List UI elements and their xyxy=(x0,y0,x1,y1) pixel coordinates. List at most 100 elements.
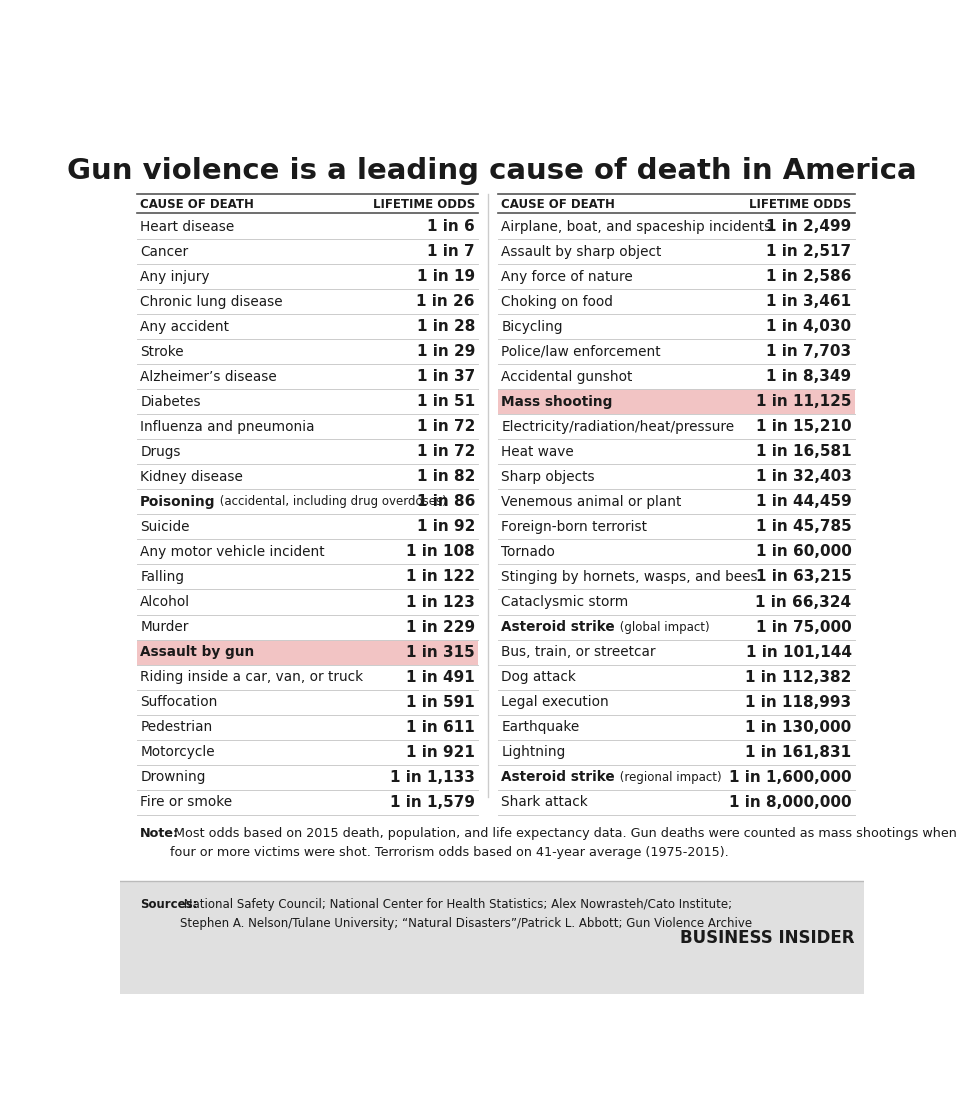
Text: 1 in 7: 1 in 7 xyxy=(427,245,475,259)
Text: 1 in 118,993: 1 in 118,993 xyxy=(746,695,852,709)
Text: 1 in 26: 1 in 26 xyxy=(417,294,475,309)
Text: 1 in 66,324: 1 in 66,324 xyxy=(756,594,852,610)
Bar xyxy=(120,881,864,994)
Bar xyxy=(498,390,854,414)
Text: 1 in 72: 1 in 72 xyxy=(417,419,475,435)
Text: Accidental gunshot: Accidental gunshot xyxy=(501,370,633,384)
Text: 1 in 1,600,000: 1 in 1,600,000 xyxy=(729,770,852,784)
Text: Most odds based on 2015 death, population, and life expectancy data. Gun deaths : Most odds based on 2015 death, populatio… xyxy=(170,827,956,859)
Text: Drowning: Drowning xyxy=(140,771,205,784)
Text: Electricity/radiation/heat/pressure: Electricity/radiation/heat/pressure xyxy=(501,420,734,433)
Text: CAUSE OF DEATH: CAUSE OF DEATH xyxy=(140,198,254,211)
Text: Cancer: Cancer xyxy=(140,245,188,259)
Text: 1 in 8,000,000: 1 in 8,000,000 xyxy=(729,794,852,810)
Text: Foreign-born terrorist: Foreign-born terrorist xyxy=(501,519,647,534)
Text: Asteroid strike: Asteroid strike xyxy=(501,620,615,634)
Text: 1 in 130,000: 1 in 130,000 xyxy=(745,719,852,735)
Text: Falling: Falling xyxy=(140,570,184,584)
Text: 1 in 6: 1 in 6 xyxy=(427,219,475,235)
Text: Bus, train, or streetcar: Bus, train, or streetcar xyxy=(501,645,656,659)
Text: Poisoning: Poisoning xyxy=(140,495,216,509)
Text: Any force of nature: Any force of nature xyxy=(501,269,633,284)
Text: 1 in 2,586: 1 in 2,586 xyxy=(766,269,852,284)
Text: Venemous animal or plant: Venemous animal or plant xyxy=(501,495,682,509)
Text: Alcohol: Alcohol xyxy=(140,595,190,609)
Text: Choking on food: Choking on food xyxy=(501,295,613,308)
Text: (accidental, including drug overdoses): (accidental, including drug overdoses) xyxy=(216,496,447,508)
Text: 1 in 2,499: 1 in 2,499 xyxy=(766,219,852,235)
Text: 1 in 1,579: 1 in 1,579 xyxy=(390,794,475,810)
Text: 1 in 123: 1 in 123 xyxy=(406,594,475,610)
Text: Heart disease: Heart disease xyxy=(140,220,234,233)
Text: 1 in 108: 1 in 108 xyxy=(406,544,475,560)
Text: 1 in 51: 1 in 51 xyxy=(417,394,475,409)
Text: Any injury: Any injury xyxy=(140,269,209,284)
Text: 1 in 229: 1 in 229 xyxy=(406,620,475,634)
Text: Stroke: Stroke xyxy=(140,345,183,359)
Text: 1 in 60,000: 1 in 60,000 xyxy=(756,544,852,560)
Text: Asteroid strike: Asteroid strike xyxy=(501,771,615,784)
Text: Airplane, boat, and spaceship incidents: Airplane, boat, and spaceship incidents xyxy=(501,220,772,233)
Text: 1 in 82: 1 in 82 xyxy=(417,469,475,485)
Text: (global impact): (global impact) xyxy=(615,621,709,633)
Text: 1 in 2,517: 1 in 2,517 xyxy=(766,245,852,259)
Text: Legal execution: Legal execution xyxy=(501,695,609,709)
Text: 1 in 161,831: 1 in 161,831 xyxy=(746,745,852,760)
Text: Suicide: Suicide xyxy=(140,519,190,534)
Text: Pedestrian: Pedestrian xyxy=(140,720,212,734)
Text: 1 in 29: 1 in 29 xyxy=(417,344,475,360)
Text: 1 in 101,144: 1 in 101,144 xyxy=(746,645,852,659)
Text: 1 in 591: 1 in 591 xyxy=(406,695,475,709)
Text: Influenza and pneumonia: Influenza and pneumonia xyxy=(140,420,315,433)
Text: National Safety Council; National Center for Health Statistics; Alex Nowrasteh/C: National Safety Council; National Center… xyxy=(180,898,753,929)
Text: Riding inside a car, van, or truck: Riding inside a car, van, or truck xyxy=(140,670,363,684)
Text: Cataclysmic storm: Cataclysmic storm xyxy=(501,595,629,609)
Text: Fire or smoke: Fire or smoke xyxy=(140,795,232,809)
Text: 1 in 3,461: 1 in 3,461 xyxy=(766,294,852,309)
Text: 1 in 921: 1 in 921 xyxy=(406,745,475,760)
Text: (regional impact): (regional impact) xyxy=(615,771,721,784)
Text: Assault by gun: Assault by gun xyxy=(140,645,254,659)
Text: 1 in 72: 1 in 72 xyxy=(417,445,475,459)
Text: Any motor vehicle incident: Any motor vehicle incident xyxy=(140,545,324,558)
Text: 1 in 28: 1 in 28 xyxy=(417,319,475,334)
Text: 1 in 16,581: 1 in 16,581 xyxy=(756,445,852,459)
Text: LIFETIME ODDS: LIFETIME ODDS xyxy=(750,198,852,211)
Text: Drugs: Drugs xyxy=(140,445,180,459)
Text: 1 in 11,125: 1 in 11,125 xyxy=(756,394,852,409)
Text: Sharp objects: Sharp objects xyxy=(501,470,595,484)
Text: 1 in 1,133: 1 in 1,133 xyxy=(390,770,475,784)
Text: Sources:: Sources: xyxy=(140,898,198,910)
Text: 1 in 75,000: 1 in 75,000 xyxy=(756,620,852,634)
Text: 1 in 37: 1 in 37 xyxy=(417,370,475,384)
Text: Police/law enforcement: Police/law enforcement xyxy=(501,345,660,359)
Text: Chronic lung disease: Chronic lung disease xyxy=(140,295,283,308)
Text: 1 in 315: 1 in 315 xyxy=(406,645,475,659)
Text: 1 in 491: 1 in 491 xyxy=(406,669,475,685)
Text: 1 in 44,459: 1 in 44,459 xyxy=(756,495,852,509)
Text: Suffocation: Suffocation xyxy=(140,695,218,709)
Text: Heat wave: Heat wave xyxy=(501,445,574,459)
Text: Assault by sharp object: Assault by sharp object xyxy=(501,245,661,259)
Text: Alzheimer’s disease: Alzheimer’s disease xyxy=(140,370,276,384)
Text: Diabetes: Diabetes xyxy=(140,394,201,409)
Text: Tornado: Tornado xyxy=(501,545,555,558)
Text: 1 in 86: 1 in 86 xyxy=(417,495,475,509)
Text: Lightning: Lightning xyxy=(501,745,565,760)
Text: BUSINESS INSIDER: BUSINESS INSIDER xyxy=(681,928,854,946)
Text: 1 in 4,030: 1 in 4,030 xyxy=(766,319,852,334)
Text: 1 in 92: 1 in 92 xyxy=(417,519,475,534)
Text: 1 in 122: 1 in 122 xyxy=(406,570,475,584)
Text: 1 in 611: 1 in 611 xyxy=(406,719,475,735)
Text: 1 in 45,785: 1 in 45,785 xyxy=(756,519,852,534)
Text: Earthquake: Earthquake xyxy=(501,720,580,734)
Text: Murder: Murder xyxy=(140,620,188,634)
Text: CAUSE OF DEATH: CAUSE OF DEATH xyxy=(501,198,615,211)
Text: Stinging by hornets, wasps, and bees: Stinging by hornets, wasps, and bees xyxy=(501,570,758,584)
Text: 1 in 8,349: 1 in 8,349 xyxy=(766,370,852,384)
Text: Shark attack: Shark attack xyxy=(501,795,588,809)
Text: 1 in 15,210: 1 in 15,210 xyxy=(756,419,852,435)
Text: Mass shooting: Mass shooting xyxy=(501,394,612,409)
Text: Bicycling: Bicycling xyxy=(501,319,563,334)
Text: 1 in 32,403: 1 in 32,403 xyxy=(756,469,852,485)
